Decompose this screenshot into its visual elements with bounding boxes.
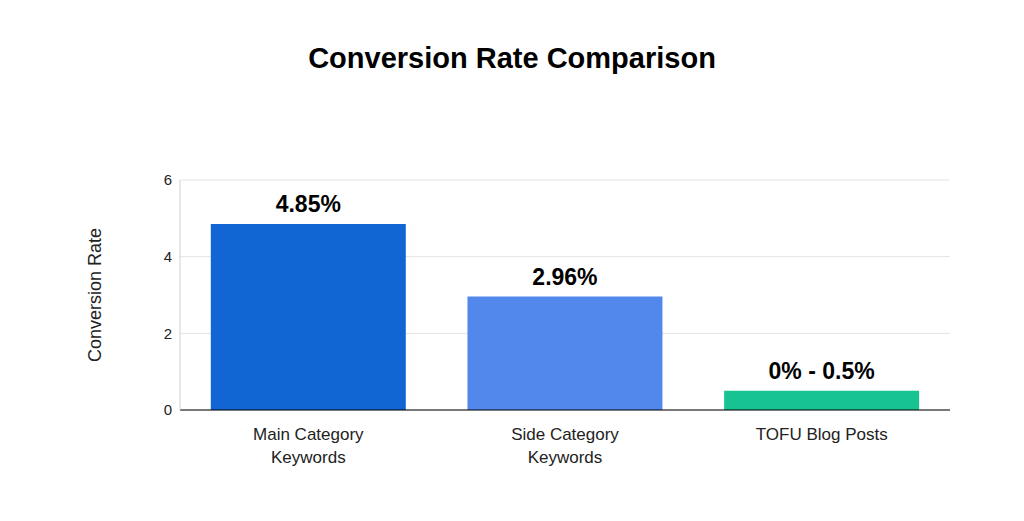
svg-text:Side CategoryKeywords: Side CategoryKeywords (511, 425, 619, 467)
svg-text:6: 6 (164, 171, 172, 188)
svg-text:TOFU Blog Posts: TOFU Blog Posts (756, 425, 888, 444)
svg-text:2.96%: 2.96% (532, 264, 597, 290)
svg-text:2: 2 (164, 325, 172, 342)
svg-text:4.85%: 4.85% (276, 191, 341, 217)
html-text:Conversion Rate Comparison: Conversion Rate Comparison (308, 42, 716, 74)
svg-text:Main CategoryKeywords: Main CategoryKeywords (253, 425, 364, 467)
svg-text:0% - 0.5%: 0% - 0.5% (769, 358, 875, 384)
svg-text:0: 0 (164, 401, 172, 418)
svg-text:4: 4 (164, 248, 172, 265)
svg-text:Conversion Rate: Conversion Rate (85, 228, 105, 362)
